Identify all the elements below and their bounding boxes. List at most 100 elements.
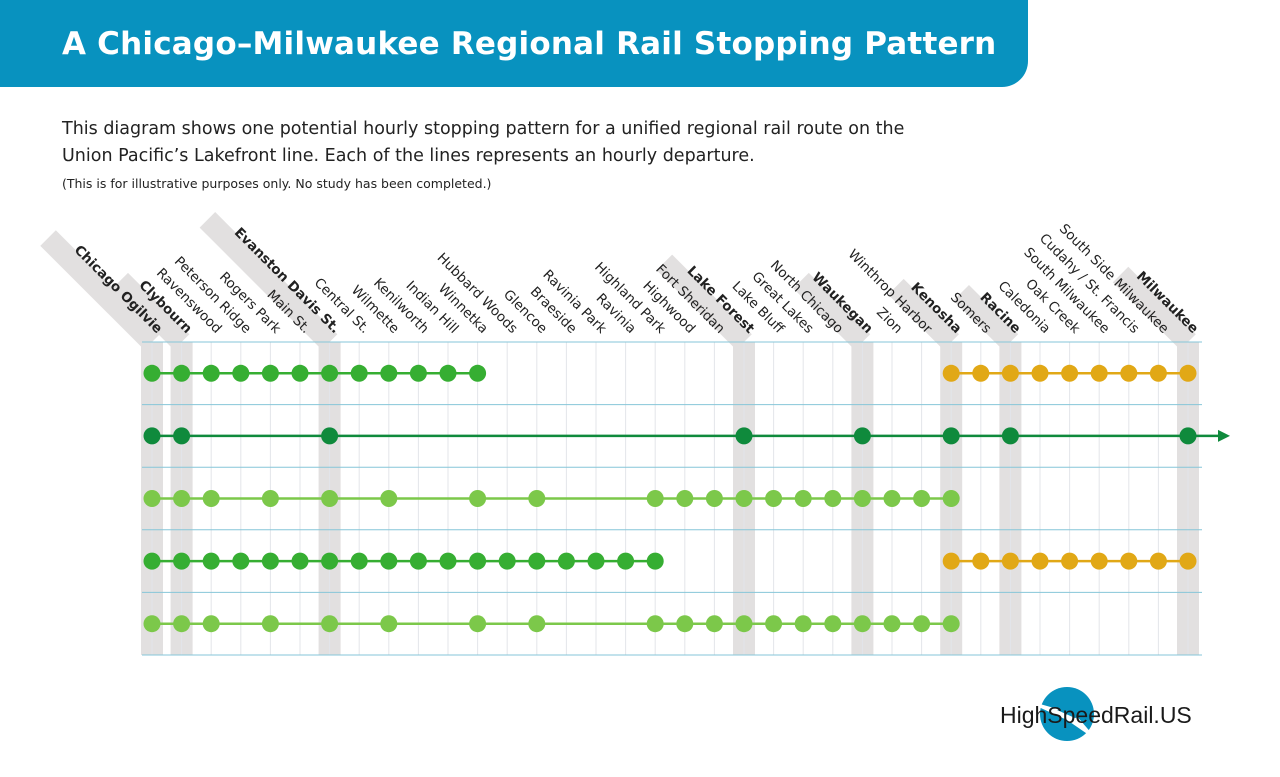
stop-dot: [617, 552, 635, 570]
stop-dot: [469, 490, 487, 507]
stop-dot: [676, 615, 694, 633]
stop-dot: [705, 615, 723, 633]
stop-dot: [1001, 552, 1019, 570]
stop-dot: [232, 364, 250, 382]
stop-dot: [173, 364, 191, 382]
stop-dot: [735, 490, 753, 507]
stop-dot: [409, 552, 427, 570]
stop-dot: [173, 552, 191, 570]
stop-dot: [1090, 364, 1108, 382]
label-highlight-band: [199, 212, 338, 350]
stop-dot: [1090, 552, 1108, 570]
stop-dot: [291, 552, 309, 570]
stop-dot: [1061, 552, 1079, 570]
stop-dot: [1179, 552, 1197, 570]
stop-dot: [1149, 364, 1167, 382]
stop-dot: [321, 490, 339, 507]
stop-dot: [469, 552, 487, 570]
stop-dot: [972, 364, 990, 382]
stop-dot: [380, 490, 398, 507]
stop-dot: [528, 552, 546, 570]
stop-dot: [498, 552, 516, 570]
stop-dot: [705, 490, 723, 507]
stop-dot: [202, 364, 220, 382]
station-label-highlight: [793, 272, 871, 350]
station-label-highlight: [656, 254, 752, 350]
stop-dot: [587, 552, 605, 570]
intro-text: This diagram shows one potential hourly …: [62, 119, 905, 166]
stop-dot: [942, 552, 960, 570]
stop-dot: [913, 615, 931, 633]
stop-dot: [350, 364, 368, 382]
stop-dot: [1179, 364, 1197, 382]
stop-dot: [143, 427, 161, 445]
stop-dot: [173, 427, 191, 445]
stop-dot: [321, 552, 339, 570]
stop-dot: [646, 490, 664, 507]
stop-dot: [853, 427, 871, 445]
stop-dot: [439, 364, 457, 382]
stop-dot: [942, 364, 960, 382]
stop-dot: [261, 615, 279, 633]
stop-dot: [232, 552, 250, 570]
stop-dot: [143, 364, 161, 382]
stop-dot: [321, 615, 339, 633]
stop-dot: [646, 615, 664, 633]
station-label-highlight: [40, 230, 160, 350]
station-label-highlight: [199, 212, 338, 350]
stop-dot: [261, 364, 279, 382]
stop-dot: [321, 364, 339, 382]
stop-dot: [1031, 552, 1049, 570]
stop-dot: [1149, 552, 1167, 570]
continues-arrow-icon: [1218, 429, 1230, 442]
stop-dot: [143, 615, 161, 633]
stop-dot: [439, 552, 457, 570]
stop-dot: [261, 490, 279, 507]
stop-dot: [942, 615, 960, 633]
stop-dot: [380, 552, 398, 570]
stop-dot: [913, 490, 931, 507]
stop-dot: [853, 615, 871, 633]
stop-dot: [1031, 364, 1049, 382]
label-highlight-band: [40, 230, 160, 350]
title-banner: A Chicago–Milwaukee Regional Rail Stoppi…: [0, 0, 1028, 87]
stop-dot: [173, 490, 191, 507]
stop-dot: [261, 552, 279, 570]
stop-dot: [528, 490, 546, 507]
stop-dot: [824, 490, 842, 507]
stop-dot: [143, 552, 161, 570]
stop-dot: [883, 490, 901, 507]
label-highlight-band: [656, 254, 752, 350]
stop-dot: [469, 615, 487, 633]
label-highlight-band: [793, 272, 871, 350]
stop-dot: [824, 615, 842, 633]
stop-dot: [735, 615, 753, 633]
disclaimer-note: (This is for illustrative purposes only.…: [62, 176, 492, 191]
stop-dot: [202, 615, 220, 633]
stop-dot: [1179, 427, 1197, 445]
stop-dot: [143, 490, 161, 507]
label-highlight-band: [888, 278, 959, 350]
station-label-highlight: [1112, 266, 1196, 350]
stop-dot: [853, 490, 871, 507]
stop-dot: [1120, 552, 1138, 570]
label-highlight-band: [1112, 266, 1196, 350]
stop-dot: [735, 427, 753, 445]
stop-dot: [1061, 364, 1079, 382]
station-label-highlight: [953, 285, 1019, 350]
stop-dot: [1001, 427, 1019, 445]
label-highlight-band: [112, 272, 190, 350]
stop-dot: [646, 552, 664, 570]
station-label-highlight: [112, 272, 190, 350]
stop-dot: [1120, 364, 1138, 382]
stop-dot: [942, 427, 960, 445]
stop-dot: [883, 615, 901, 633]
stop-dot: [676, 490, 694, 507]
stop-dot: [350, 552, 368, 570]
stop-dot: [794, 615, 812, 633]
stop-dot: [321, 427, 339, 445]
stop-dot: [765, 615, 783, 633]
high-speed-rail-logo-icon: [1019, 687, 1099, 742]
stop-dot: [469, 364, 487, 382]
